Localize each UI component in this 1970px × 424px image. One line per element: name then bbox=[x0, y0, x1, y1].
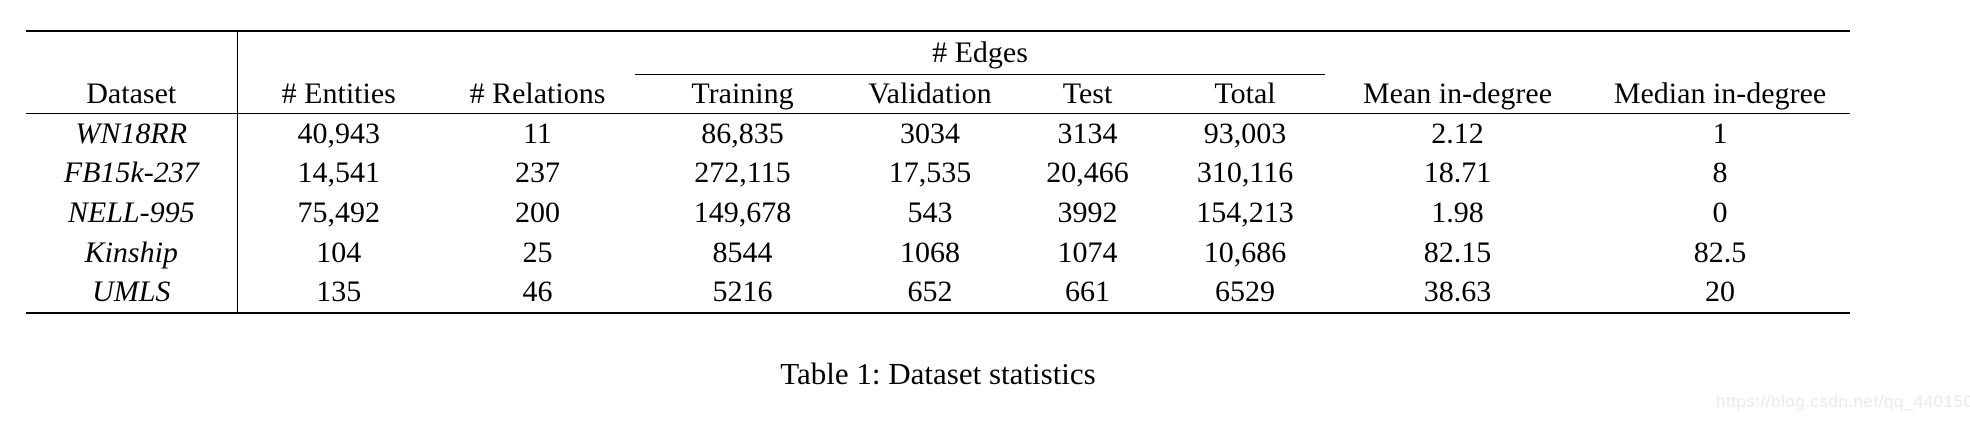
cell-validation: 652 bbox=[907, 275, 953, 309]
cell-dataset: WN18RR bbox=[26, 113, 238, 154]
col-header-total: Total bbox=[1165, 74, 1326, 114]
cell-median-in-degree: 82.5 bbox=[1693, 235, 1747, 269]
cell-mean-in-degree: 38.63 bbox=[1423, 275, 1492, 309]
table-row: Kinship 104 25 8544 1068 1074 10,686 82.… bbox=[26, 232, 1850, 273]
watermark-url: https://blog.csdn.net/qq_44015059 bbox=[1716, 392, 1970, 411]
cell-validation: 17,535 bbox=[888, 156, 972, 190]
cell-entities: 104 bbox=[316, 235, 362, 269]
cell-relations: 46 bbox=[522, 275, 553, 309]
dataset-statistics-table: # Edges Dataset # Entities # Relations T… bbox=[26, 30, 1851, 314]
cell-training: 86,835 bbox=[701, 116, 784, 150]
col-header-test: Test bbox=[1010, 74, 1165, 114]
group-spacer-mean bbox=[1325, 31, 1590, 75]
cell-total: 93,003 bbox=[1203, 116, 1287, 150]
cell-entities: 75,492 bbox=[297, 195, 381, 229]
cell-median-in-degree: 1 bbox=[1712, 116, 1728, 150]
cell-median-in-degree: 8 bbox=[1712, 156, 1728, 190]
col-header-validation: Validation bbox=[850, 74, 1010, 114]
col-header-training: Training bbox=[635, 74, 850, 114]
cell-dataset: UMLS bbox=[26, 272, 238, 313]
cell-median-in-degree: 20 bbox=[1705, 275, 1736, 309]
group-spacer-median bbox=[1590, 31, 1850, 75]
cell-mean-in-degree: 82.15 bbox=[1423, 235, 1492, 269]
cell-validation: 3034 bbox=[900, 116, 960, 150]
cell-training: 272,115 bbox=[694, 156, 791, 190]
cell-validation: 543 bbox=[907, 195, 953, 229]
cell-training: 5216 bbox=[712, 275, 773, 309]
cell-total: 154,213 bbox=[1196, 195, 1294, 229]
cell-mean-in-degree: 2.12 bbox=[1431, 116, 1484, 150]
cell-dataset: FB15k-237 bbox=[26, 153, 238, 194]
group-header-row: # Edges bbox=[26, 31, 1850, 75]
table-row: FB15k-237 14,541 237 272,115 17,535 20,4… bbox=[26, 153, 1850, 194]
group-spacer-dataset bbox=[26, 31, 238, 75]
col-header-dataset: Dataset bbox=[26, 74, 238, 114]
cell-test: 661 bbox=[1065, 275, 1110, 309]
cell-mean-in-degree: 18.71 bbox=[1423, 156, 1492, 190]
table-row: UMLS 135 46 5216 652 661 6529 38.63 20 bbox=[26, 272, 1850, 313]
cell-training: 149,678 bbox=[693, 195, 792, 229]
cell-total: 310,116 bbox=[1196, 156, 1294, 190]
cell-median-in-degree: 0 bbox=[1712, 195, 1728, 229]
cell-dataset: Kinship bbox=[26, 232, 238, 273]
cell-relations: 200 bbox=[515, 195, 560, 229]
cell-test: 3992 bbox=[1057, 195, 1118, 229]
cell-mean-in-degree: 1.98 bbox=[1431, 195, 1484, 229]
cell-relations: 11 bbox=[523, 116, 552, 150]
col-header-entities: # Entities bbox=[237, 74, 440, 114]
cell-relations: 237 bbox=[515, 156, 560, 190]
cell-test: 1074 bbox=[1057, 235, 1118, 269]
cell-relations: 25 bbox=[522, 235, 553, 269]
col-header-median-in-degree: Median in-degree bbox=[1590, 74, 1851, 114]
cell-entities: 40,943 bbox=[297, 116, 381, 150]
col-header-mean-in-degree: Mean in-degree bbox=[1325, 74, 1591, 114]
column-header-row: Dataset # Entities # Relations Training … bbox=[26, 74, 1851, 114]
col-header-relations: # Relations bbox=[440, 74, 635, 114]
table-row: WN18RR 40,943 11 86,835 3034 3134 93,003… bbox=[26, 113, 1850, 154]
table-row: NELL-995 75,492 200 149,678 543 3992 154… bbox=[26, 193, 1850, 233]
cell-validation: 1068 bbox=[900, 235, 960, 269]
cell-test: 20,466 bbox=[1046, 156, 1129, 190]
group-spacer-relations bbox=[440, 31, 635, 75]
group-spacer-entities bbox=[237, 31, 440, 75]
cell-total: 10,686 bbox=[1203, 235, 1287, 269]
cell-total: 6529 bbox=[1215, 275, 1275, 309]
cell-test: 3134 bbox=[1057, 116, 1118, 150]
cell-dataset: NELL-995 bbox=[26, 193, 238, 233]
cell-entities: 14,541 bbox=[297, 156, 381, 190]
table-caption: Table 1: Dataset statistics bbox=[780, 356, 1096, 391]
cell-entities: 135 bbox=[316, 275, 362, 309]
edges-group-header: # Edges bbox=[635, 31, 1326, 75]
cell-training: 8544 bbox=[712, 235, 773, 269]
